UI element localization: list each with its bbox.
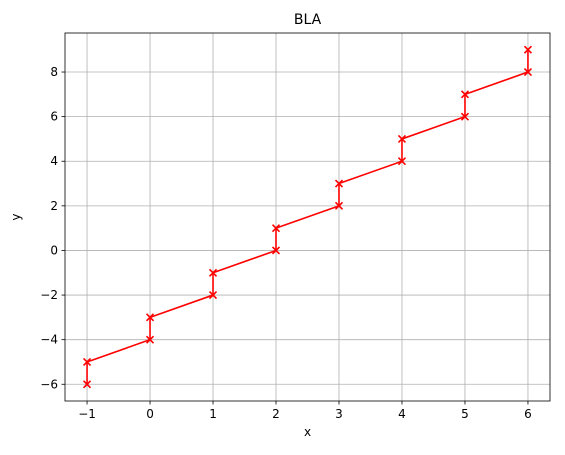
x-tick-label: 0 [146,407,154,421]
data-point-marker [523,45,533,54]
data-point-marker [460,112,470,121]
series-layer [82,45,533,389]
x-tick-label: 1 [209,407,217,421]
ticks: −1 0 1 2 3 4 5 6 −6 −4 −2 0 2 4 6 8 [40,65,531,421]
y-tick-label: 4 [50,154,58,168]
data-point-marker [208,290,218,300]
data-point-marker [145,313,155,322]
series-line [86,49,529,385]
data-point-marker [397,157,407,166]
y-tick-label: −6 [40,377,58,391]
grid [65,33,550,401]
y-tick-label: −4 [40,333,58,347]
data-point-marker [397,134,407,144]
data-point-marker [82,380,92,389]
data-point-marker [334,201,344,210]
x-tick-label: 3 [335,407,343,421]
data-point-marker [82,357,92,367]
data-point-marker [145,335,155,344]
y-tick-label: −2 [40,288,58,302]
data-point-marker [523,67,533,77]
data-point-marker [271,224,281,233]
chart-title: BLA [294,12,322,28]
data-point-marker [271,246,281,255]
data-point-marker [460,90,470,99]
y-axis-label: y [9,213,23,220]
x-tick-label: 5 [461,407,469,421]
x-tick-label: 6 [524,407,532,421]
x-tick-label: −1 [78,407,96,421]
data-point-marker [334,179,344,188]
y-tick-label: 8 [50,65,58,79]
y-tick-label: 6 [50,110,58,124]
data-point-marker [208,268,218,277]
x-axis-label: x [304,425,311,439]
plot-frame [64,32,551,402]
x-tick-label: 2 [272,407,280,421]
x-tick-label: 4 [398,407,406,421]
y-tick-label: 0 [50,243,58,257]
y-tick-label: 2 [50,199,58,213]
